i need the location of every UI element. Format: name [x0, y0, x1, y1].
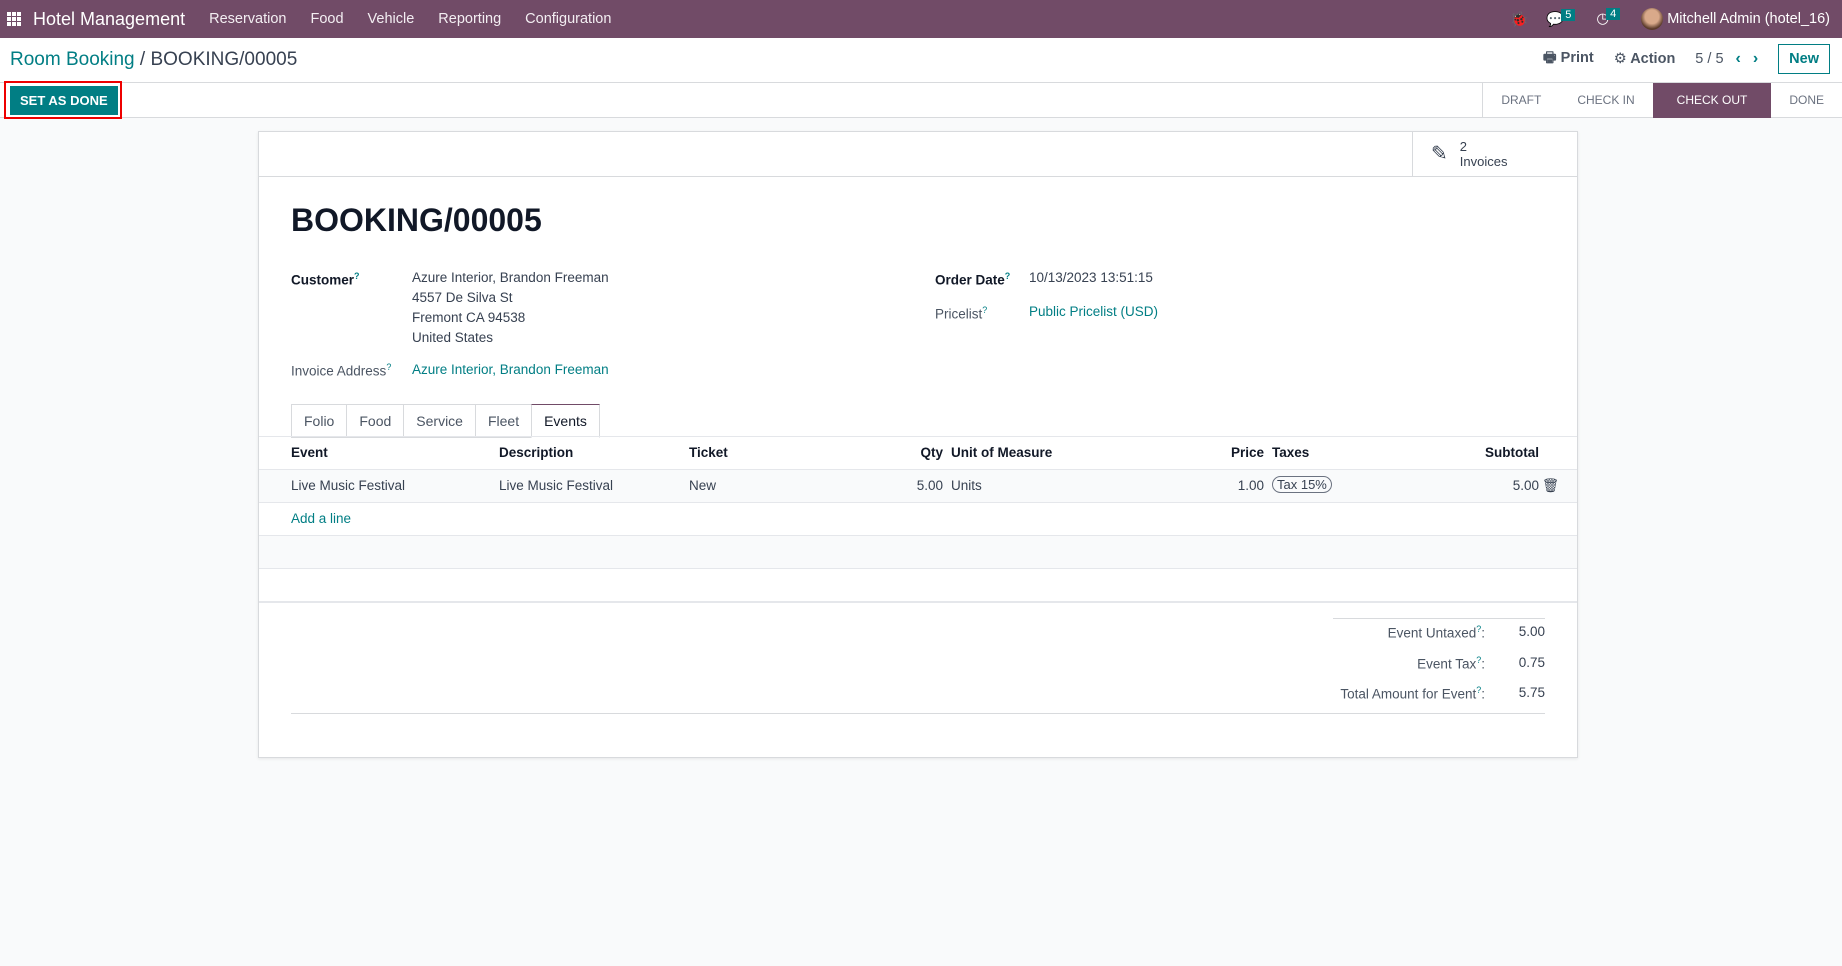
- table-footer-divider: [259, 601, 1577, 603]
- tab-service[interactable]: Service: [403, 404, 475, 438]
- new-button[interactable]: New: [1778, 44, 1830, 74]
- tab-events[interactable]: Events: [531, 404, 600, 438]
- messages-badge: 5: [1561, 8, 1576, 21]
- tab-folio[interactable]: Folio: [291, 404, 347, 438]
- invoice-address-field[interactable]: Azure Interior, Brandon Freeman: [412, 362, 609, 377]
- total-label: Total Amount for Event?:: [1340, 685, 1485, 702]
- col-price[interactable]: Price: [1230, 445, 1264, 460]
- stage-check-out[interactable]: CHECK OUT: [1652, 83, 1772, 118]
- customer-country: United States: [412, 330, 494, 345]
- col-uom[interactable]: Unit of Measure: [951, 445, 1053, 460]
- pager-value[interactable]: 5 / 5: [1695, 51, 1724, 67]
- tax-badge: Tax 15%: [1272, 476, 1332, 493]
- table-row[interactable]: Live Music Festival Live Music Festival …: [259, 469, 1577, 502]
- cell-price: 1.00: [1237, 478, 1264, 493]
- invoices-smart-button[interactable]: ✎ 2 Invoices: [1412, 132, 1577, 176]
- gear-icon: ⚙: [1613, 51, 1627, 67]
- next-record-chevron-right-icon[interactable]: ›: [1752, 50, 1759, 67]
- empty-row: [259, 568, 1577, 601]
- col-event[interactable]: Event: [291, 445, 328, 460]
- col-subtotal[interactable]: Subtotal: [1485, 445, 1539, 460]
- messages-button[interactable]: 💬5: [1546, 8, 1578, 28]
- activities-badge: 4: [1606, 8, 1621, 20]
- menu-vehicle[interactable]: Vehicle: [367, 11, 415, 27]
- invoice-address-label: Invoice Address?: [291, 362, 392, 379]
- print-label: Print: [1560, 49, 1594, 66]
- col-description[interactable]: Description: [499, 445, 574, 460]
- total-value: 5.75: [1518, 685, 1545, 700]
- highlight-box: [4, 81, 122, 119]
- stage-draft[interactable]: DRAFT: [1501, 93, 1542, 107]
- avatar: [1641, 8, 1664, 30]
- customer-name: Azure Interior, Brandon Freeman: [412, 270, 609, 285]
- customer-field[interactable]: Azure Interior, Brandon Freeman 4557 De …: [412, 268, 609, 348]
- user-name: Mitchell Admin (hotel_16): [1667, 10, 1830, 27]
- cell-event: Live Music Festival: [291, 478, 406, 493]
- cell-subtotal: 5.00: [1512, 478, 1539, 493]
- order-date-field[interactable]: 10/13/2023 13:51:15: [1029, 270, 1153, 285]
- apps-menu-icon[interactable]: [7, 12, 21, 26]
- control-panel: Room Booking / BOOKING/00005 🖶 Print ⚙ A…: [0, 38, 1842, 118]
- statusbar: DRAFT CHECK IN CHECK OUT DONE: [1482, 83, 1842, 118]
- debug-bug-icon[interactable]: 🐞: [1510, 11, 1529, 28]
- breadcrumb-current: BOOKING/00005: [150, 49, 298, 70]
- cell-uom: Units: [951, 478, 982, 493]
- customer-street: 4557 De Silva St: [412, 290, 513, 305]
- notebook-tabs: Folio Food Service Fleet Events: [291, 404, 600, 438]
- add-line-row: Add a line: [259, 502, 1577, 535]
- set-as-done-button[interactable]: SET AS DONE: [10, 86, 118, 115]
- menu-configuration[interactable]: Configuration: [525, 11, 612, 27]
- menu-food[interactable]: Food: [310, 11, 344, 27]
- totals-bottom-divider: [291, 713, 1545, 714]
- previous-record-chevron-left-icon[interactable]: ‹: [1735, 50, 1741, 67]
- trash-icon[interactable]: 🗑: [1541, 478, 1559, 493]
- cell-description: Live Music Festival: [499, 478, 614, 493]
- pricelist-field[interactable]: Public Pricelist (USD): [1029, 304, 1159, 319]
- untaxed-label: Event Untaxed?:: [1387, 624, 1485, 641]
- tab-fleet[interactable]: Fleet: [474, 404, 532, 438]
- print-button[interactable]: 🖶 Print: [1543, 47, 1594, 72]
- user-menu[interactable]: Mitchell Admin (hotel_16): [1641, 8, 1830, 30]
- chat-icon: 💬: [1546, 11, 1565, 28]
- tax-label: Event Tax?:: [1417, 655, 1485, 672]
- action-label: Action: [1630, 51, 1676, 67]
- app-title[interactable]: Hotel Management: [33, 8, 186, 29]
- col-qty[interactable]: Qty: [920, 445, 943, 460]
- events-table: Event Description Ticket Qty Unit of Mea…: [259, 436, 1577, 603]
- pricelist-label: Pricelist?: [935, 305, 988, 322]
- col-ticket[interactable]: Ticket: [689, 445, 728, 460]
- top-navbar: Hotel Management Reservation Food Vehicl…: [0, 0, 1842, 38]
- totals-divider: [1333, 618, 1545, 619]
- empty-row: [259, 535, 1577, 568]
- cell-qty: 5.00: [916, 478, 943, 493]
- action-button[interactable]: ⚙ Action: [1614, 51, 1676, 67]
- tab-food[interactable]: Food: [346, 404, 404, 438]
- col-taxes[interactable]: Taxes: [1272, 445, 1310, 460]
- order-date-label: Order Date?: [935, 271, 1011, 288]
- breadcrumb-room-booking[interactable]: Room Booking: [10, 49, 135, 70]
- breadcrumb: Room Booking / BOOKING/00005: [10, 49, 298, 70]
- record-title: BOOKING/00005: [291, 202, 542, 238]
- customer-label: Customer?: [291, 271, 360, 288]
- cell-ticket: New: [689, 478, 717, 493]
- menu-reservation[interactable]: Reservation: [209, 11, 287, 27]
- invoice-label: Invoices: [1459, 154, 1508, 169]
- clock-icon: ◷: [1596, 11, 1610, 27]
- printer-icon: 🖶: [1542, 49, 1557, 66]
- table-header: Event Description Ticket Qty Unit of Mea…: [259, 436, 1577, 469]
- untaxed-value: 5.00: [1518, 624, 1545, 639]
- tax-value: 0.75: [1518, 655, 1545, 670]
- invoice-count: 2: [1459, 139, 1467, 154]
- activities-button[interactable]: ◷4: [1596, 8, 1623, 27]
- edit-icon: ✎: [1431, 142, 1448, 165]
- form-sheet: ✎ 2 Invoices BOOKING/00005 Customer? Azur…: [258, 131, 1578, 758]
- menu-reporting[interactable]: Reporting: [438, 11, 502, 27]
- stage-check-in[interactable]: CHECK IN: [1577, 93, 1635, 107]
- stage-done[interactable]: DONE: [1789, 93, 1824, 107]
- customer-city: Fremont CA 94538: [412, 310, 526, 325]
- add-line-link[interactable]: Add a line: [291, 511, 352, 526]
